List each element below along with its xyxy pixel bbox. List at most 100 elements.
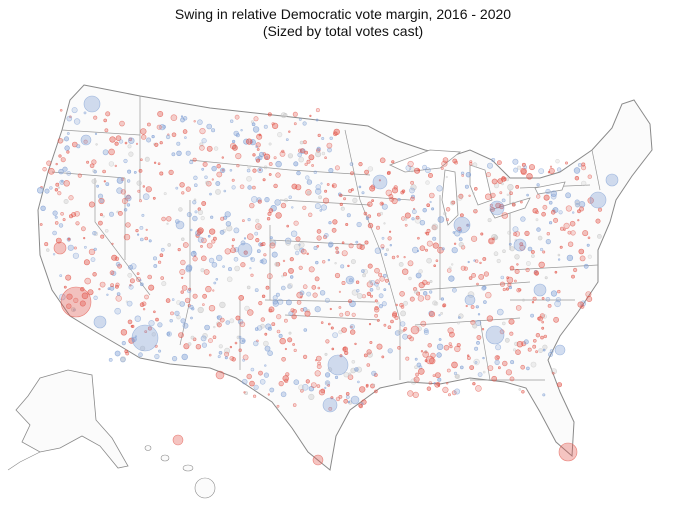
county-bubble — [335, 250, 339, 254]
county-bubble — [300, 248, 307, 255]
county-bubble — [512, 232, 517, 237]
county-bubble — [440, 297, 445, 301]
pittsburgh-bubble — [513, 238, 527, 252]
county-bubble — [247, 185, 252, 190]
county-bubble — [332, 131, 338, 137]
county-bubble — [423, 291, 428, 296]
county-bubble — [57, 191, 62, 196]
county-bubble — [324, 189, 328, 193]
county-bubble — [275, 172, 281, 178]
county-bubble — [387, 325, 392, 330]
county-bubble — [564, 161, 568, 165]
county-bubble — [269, 242, 276, 249]
county-bubble — [566, 254, 574, 262]
maui-island — [182, 464, 194, 472]
county-bubble — [68, 195, 74, 201]
county-bubble — [542, 204, 548, 210]
county-bubble — [414, 357, 418, 361]
county-bubble — [220, 216, 225, 221]
county-bubble — [268, 173, 272, 176]
county-bubble — [538, 348, 543, 353]
county-bubble — [71, 107, 78, 114]
county-bubble — [66, 150, 70, 154]
county-bubble — [280, 202, 287, 209]
county-bubble — [389, 244, 392, 247]
county-bubble — [331, 347, 335, 351]
county-bubble — [356, 289, 360, 293]
county-bubble — [511, 202, 516, 207]
county-bubble — [449, 345, 453, 349]
county-bubble — [577, 219, 580, 222]
county-bubble — [264, 332, 268, 336]
county-bubble — [587, 236, 591, 240]
county-bubble — [288, 267, 294, 274]
hawaii-islands — [144, 445, 216, 499]
county-bubble — [185, 186, 191, 192]
county-bubble — [216, 164, 221, 169]
county-bubble — [104, 128, 109, 133]
county-bubble — [431, 207, 435, 211]
county-bubble — [437, 216, 445, 223]
county-bubble — [126, 300, 133, 307]
county-bubble — [416, 362, 422, 368]
county-bubble — [536, 227, 541, 232]
county-bubble — [109, 270, 115, 276]
county-bubble — [369, 294, 373, 298]
county-bubble — [277, 298, 284, 305]
county-bubble — [155, 317, 159, 322]
dallas-bubble — [327, 354, 349, 376]
county-bubble — [403, 300, 408, 306]
county-bubble — [465, 304, 468, 308]
county-bubble — [374, 267, 380, 274]
county-bubble — [438, 338, 442, 341]
county-bubble — [339, 312, 344, 317]
county-bubble — [203, 269, 210, 275]
county-bubble — [329, 307, 332, 311]
county-bubble — [128, 284, 134, 290]
county-bubble — [63, 285, 67, 289]
county-bubble — [374, 247, 382, 254]
county-bubble — [63, 180, 70, 187]
county-bubble — [536, 183, 540, 187]
county-bubble — [286, 224, 290, 228]
county-bubble — [70, 307, 76, 312]
county-bubble — [531, 254, 535, 258]
county-bubble — [277, 132, 283, 138]
county-bubble — [226, 276, 233, 283]
county-bubble — [290, 275, 294, 279]
county-bubble — [282, 272, 287, 277]
county-bubble — [496, 355, 500, 359]
county-bubble — [369, 340, 373, 344]
county-bubble — [587, 174, 592, 179]
county-bubble — [189, 304, 194, 310]
county-bubble — [493, 251, 499, 256]
county-bubble — [378, 272, 383, 277]
county-bubble — [108, 357, 113, 362]
county-bubble — [109, 285, 115, 291]
county-bubble — [482, 370, 486, 374]
county-bubble — [402, 333, 408, 340]
county-bubble — [476, 335, 482, 340]
county-bubble — [265, 156, 269, 160]
county-bubble — [324, 380, 331, 386]
county-bubble — [418, 365, 423, 370]
county-bubble — [532, 344, 537, 349]
county-bubble — [308, 393, 315, 401]
county-bubble — [251, 122, 256, 127]
county-bubble — [44, 188, 50, 194]
county-bubble — [251, 196, 258, 203]
county-bubble — [571, 211, 575, 214]
county-bubble — [459, 365, 464, 370]
county-bubble — [263, 253, 267, 257]
county-bubble — [499, 281, 506, 287]
county-bubble — [506, 193, 509, 197]
county-bubble — [340, 206, 345, 211]
county-bubble — [325, 372, 331, 378]
county-bubble — [428, 381, 433, 385]
county-bubble — [114, 350, 121, 357]
county-bubble — [502, 360, 508, 367]
map-title: Swing in relative Democratic vote margin… — [0, 6, 686, 40]
county-bubble — [446, 218, 450, 222]
county-bubble — [505, 287, 510, 291]
ne-ks-border — [269, 239, 366, 246]
